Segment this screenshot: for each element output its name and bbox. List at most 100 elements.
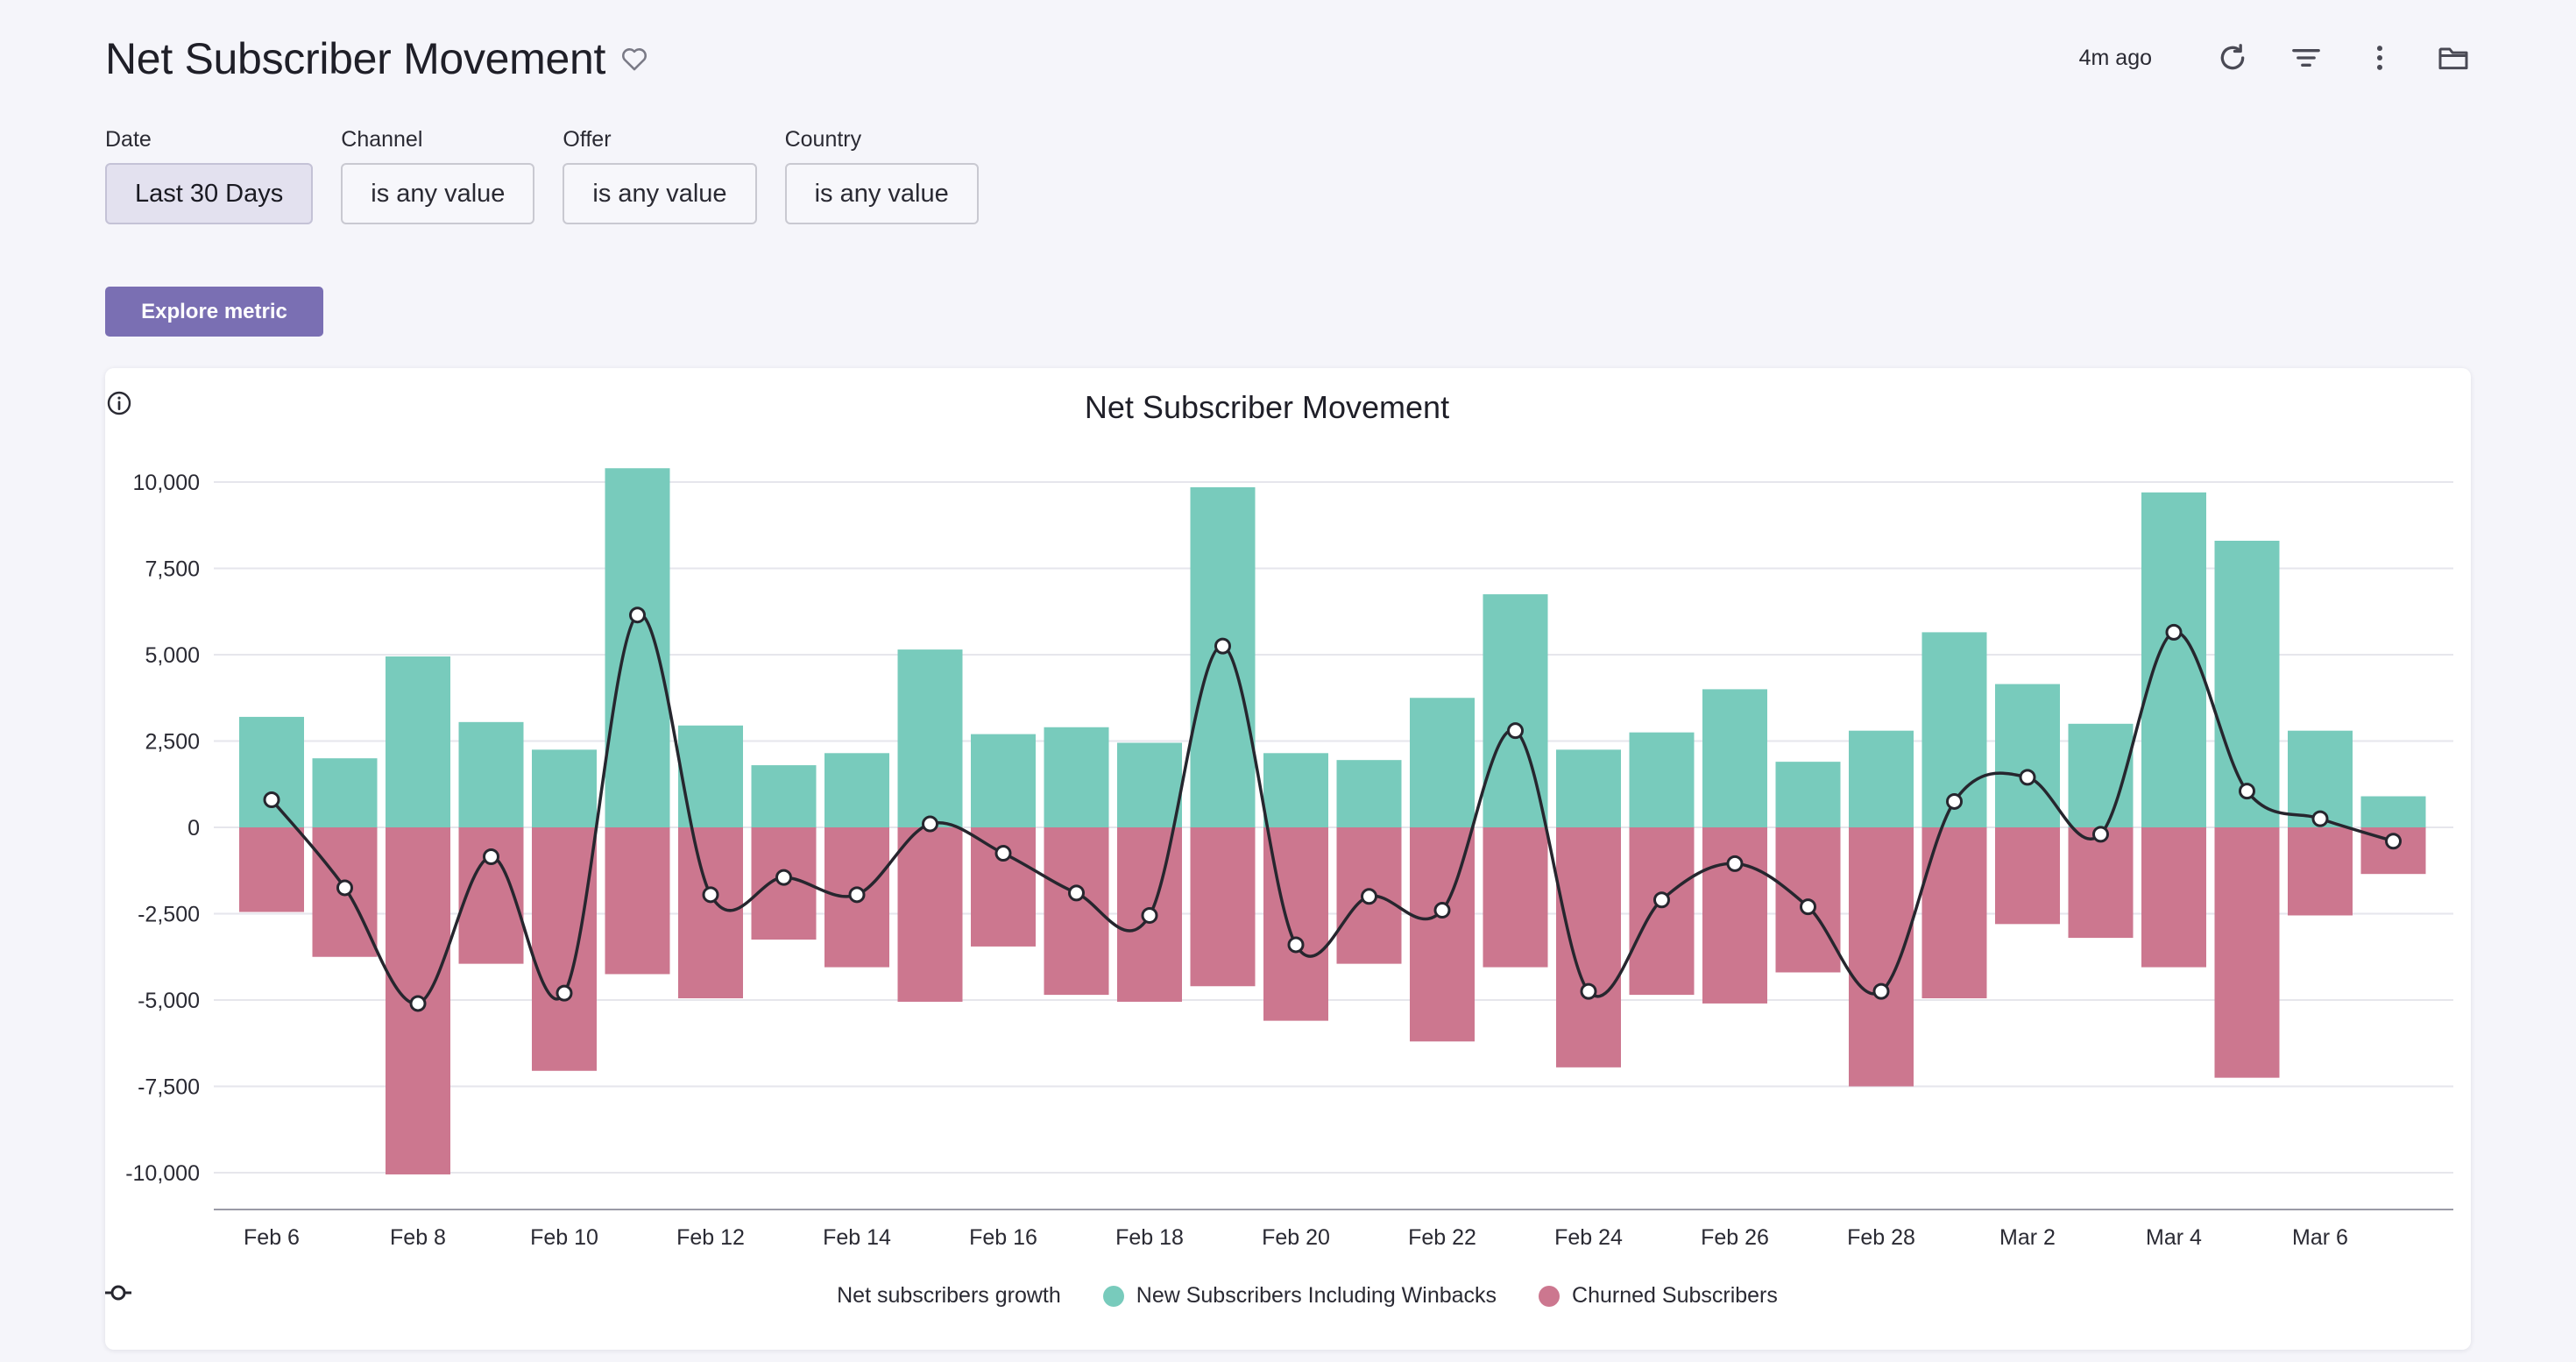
net-growth-point[interactable]	[1653, 891, 1670, 909]
legend-swatch	[1539, 1285, 1560, 1307]
net-growth-point[interactable]	[2019, 769, 2036, 786]
bar-churned-subscribers[interactable]	[2214, 827, 2280, 1078]
y-tick-label: -2,500	[138, 903, 200, 927]
net-growth-point[interactable]	[263, 791, 280, 808]
bar-churned-subscribers[interactable]	[2288, 827, 2353, 916]
net-growth-point[interactable]	[1141, 906, 1158, 924]
bar-new-subscribers[interactable]	[1702, 689, 1767, 827]
bar-churned-subscribers[interactable]	[2141, 827, 2206, 968]
bar-churned-subscribers[interactable]	[1410, 827, 1475, 1042]
net-growth-point[interactable]	[2311, 810, 2329, 827]
bar-new-subscribers[interactable]	[1849, 730, 1914, 827]
bar-new-subscribers[interactable]	[1336, 760, 1402, 827]
y-tick-label: 10,000	[133, 471, 200, 495]
bar-new-subscribers[interactable]	[2068, 723, 2134, 827]
net-growth-point[interactable]	[1214, 637, 1231, 655]
legend-item-net[interactable]: Net subscribers growth	[105, 1283, 1061, 1309]
bar-new-subscribers[interactable]	[312, 758, 378, 827]
filter-label: Channel	[341, 127, 423, 152]
net-growth-point[interactable]	[1726, 855, 1744, 872]
net-growth-point[interactable]	[994, 845, 1012, 862]
bar-churned-subscribers[interactable]	[1995, 827, 2060, 925]
bar-new-subscribers[interactable]	[824, 753, 889, 827]
bar-churned-subscribers[interactable]	[2068, 827, 2134, 939]
folder-icon[interactable]	[2436, 40, 2471, 75]
bar-new-subscribers[interactable]	[1629, 732, 1695, 827]
bar-new-subscribers[interactable]	[897, 649, 963, 827]
bar-churned-subscribers[interactable]	[1702, 827, 1767, 1004]
net-growth-point[interactable]	[1068, 884, 1085, 902]
filter-label: Offer	[563, 127, 612, 152]
bar-new-subscribers[interactable]	[751, 765, 817, 827]
heart-outline-icon[interactable]	[619, 44, 649, 74]
channel-filter-button[interactable]: is any value	[341, 163, 535, 224]
toolbar: 4m ago	[2079, 40, 2471, 75]
bar-new-subscribers[interactable]	[1117, 742, 1182, 827]
bar-new-subscribers[interactable]	[239, 716, 304, 827]
net-growth-point[interactable]	[2239, 783, 2255, 800]
country-filter-button[interactable]: is any value	[784, 163, 979, 224]
bar-new-subscribers[interactable]	[532, 749, 597, 827]
net-growth-point[interactable]	[2092, 826, 2109, 843]
refresh-icon[interactable]	[2215, 40, 2250, 75]
net-growth-point[interactable]	[1946, 792, 1963, 810]
legend-item-new[interactable]: New Subscribers Including Winbacks	[1102, 1283, 1497, 1309]
filter-icon[interactable]	[2289, 40, 2324, 75]
net-growth-point[interactable]	[629, 607, 646, 624]
bar-churned-subscribers[interactable]	[239, 827, 304, 912]
bar-new-subscribers[interactable]	[458, 721, 524, 827]
net-growth-point[interactable]	[336, 879, 353, 897]
filter-country: Country is any value	[784, 126, 979, 224]
more-vertical-icon[interactable]	[2362, 40, 2397, 75]
bar-churned-subscribers[interactable]	[1483, 827, 1548, 968]
net-growth-point[interactable]	[775, 869, 792, 886]
bar-new-subscribers[interactable]	[386, 656, 450, 827]
bar-churned-subscribers[interactable]	[1190, 827, 1256, 987]
net-growth-point[interactable]	[409, 995, 427, 1012]
legend-label: Net subscribers growth	[837, 1283, 1061, 1308]
x-tick-label: Feb 26	[1701, 1225, 1769, 1250]
net-growth-point[interactable]	[556, 984, 573, 1002]
bar-new-subscribers[interactable]	[1410, 698, 1475, 827]
bar-churned-subscribers[interactable]	[678, 827, 743, 999]
net-growth-point[interactable]	[1433, 902, 1451, 919]
bar-new-subscribers[interactable]	[1190, 486, 1256, 827]
net-growth-point[interactable]	[2165, 623, 2183, 641]
bar-new-subscribers[interactable]	[1044, 727, 1109, 827]
bar-churned-subscribers[interactable]	[1849, 827, 1914, 1087]
x-tick-label: Feb 10	[530, 1225, 598, 1250]
net-growth-point[interactable]	[1800, 898, 1816, 916]
bar-churned-subscribers[interactable]	[1629, 827, 1695, 996]
bar-churned-subscribers[interactable]	[532, 827, 597, 1071]
offer-filter-button[interactable]: is any value	[563, 163, 757, 224]
page-title: Net Subscriber Movement	[105, 34, 606, 83]
x-tick-label: Feb 14	[823, 1225, 891, 1250]
bar-new-subscribers[interactable]	[1556, 749, 1621, 827]
net-growth-point[interactable]	[1872, 982, 1890, 1000]
explore-metric-button[interactable]: Explore metric	[105, 287, 323, 337]
net-growth-point[interactable]	[702, 886, 719, 904]
bar-new-subscribers[interactable]	[2360, 796, 2426, 827]
bar-new-subscribers[interactable]	[1995, 684, 2060, 827]
net-growth-point[interactable]	[1580, 982, 1597, 1000]
bar-new-subscribers[interactable]	[1263, 753, 1328, 827]
net-growth-point[interactable]	[483, 848, 499, 865]
net-growth-point[interactable]	[1507, 722, 1524, 740]
bar-new-subscribers[interactable]	[2214, 540, 2280, 827]
net-growth-point[interactable]	[922, 815, 938, 833]
chart-card: Net Subscriber Movement 10,000 7,500 5,000…	[105, 368, 2471, 1350]
net-growth-point[interactable]	[1287, 936, 1305, 954]
net-growth-point[interactable]	[848, 886, 866, 904]
bar-churned-subscribers[interactable]	[1556, 827, 1621, 1068]
legend-item-churned[interactable]: Churned Subscribers	[1539, 1283, 1778, 1309]
net-growth-point[interactable]	[1361, 888, 1377, 905]
bar-new-subscribers[interactable]	[1775, 762, 1841, 827]
bar-new-subscribers[interactable]	[605, 468, 670, 827]
net-growth-point[interactable]	[2385, 833, 2402, 850]
bar-churned-subscribers[interactable]	[605, 827, 670, 975]
bar-new-subscribers[interactable]	[971, 734, 1036, 827]
info-icon[interactable]	[107, 391, 1491, 422]
y-tick-label: -10,000	[125, 1161, 200, 1186]
date-filter-button[interactable]: Last 30 Days	[105, 163, 314, 224]
bar-churned-subscribers[interactable]	[897, 827, 963, 1002]
